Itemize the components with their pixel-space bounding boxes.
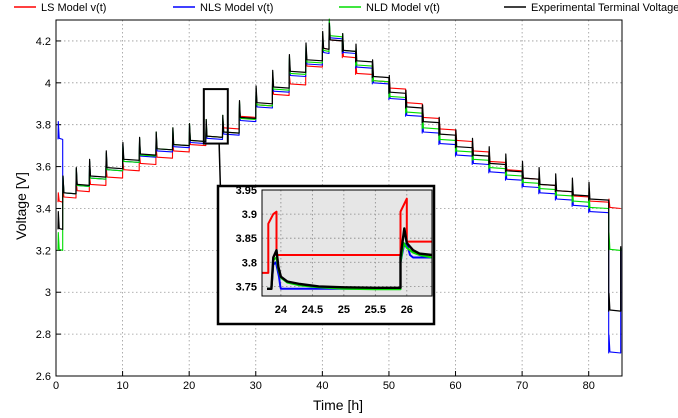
inset-y-tick-label: 3.95 <box>236 185 257 197</box>
inset-x-tick-label: 25 <box>338 304 350 316</box>
inset-x-tick-label: 24.5 <box>302 304 323 316</box>
chart-legend: LS Model v(t) NLS Model v(t) NLD Model v(t… <box>14 2 678 14</box>
inset-x-tick-label: 25.5 <box>365 304 386 316</box>
legend-label: NLD Model v(t) <box>366 2 440 14</box>
y-tick-label: 3.2 <box>36 245 51 257</box>
x-tick-label: 70 <box>516 380 528 392</box>
inset-y-tick-label: 3.75 <box>236 281 257 293</box>
y-tick-label: 2.8 <box>36 329 51 341</box>
inset-y-tick-label: 3.85 <box>236 233 257 245</box>
inset-x-tick-label: 24 <box>275 304 288 316</box>
inset-plot-frame <box>261 189 433 297</box>
zoom-box <box>202 88 229 145</box>
plot-frame <box>55 19 623 377</box>
inset-x-tick-label: 26 <box>401 304 413 316</box>
inset-card-frame <box>216 184 436 326</box>
x-tick-label: 0 <box>53 380 59 392</box>
x-tick-label: 30 <box>250 380 262 392</box>
y-tick-label: 2.6 <box>36 371 51 383</box>
inset-plot-area: 24 24.5 25 25.5 26 3.75 3.8 3.85 3.9 3.95 <box>216 184 436 326</box>
y-tick-label: 3.4 <box>36 203 51 215</box>
inset-y-tick-label: 3.9 <box>242 209 257 221</box>
x-tick-label: 20 <box>183 380 195 392</box>
series-line-experimental <box>57 22 622 312</box>
x-axis-label: Time [h] <box>313 397 363 413</box>
y-axis-label: Voltage [V] <box>13 172 29 240</box>
y-tick-label: 4.2 <box>36 36 51 48</box>
x-tick-label: 80 <box>583 380 595 392</box>
y-tick-label: 3.8 <box>36 120 51 132</box>
inset-y-tick-label: 3.8 <box>242 257 257 269</box>
inset-series-line-ls <box>262 197 432 274</box>
y-tick-label: 4 <box>45 78 51 90</box>
legend-label: NLS Model v(t) <box>200 2 273 14</box>
inset-series-line-experimental <box>267 227 433 290</box>
legend-label: LS Model v(t) <box>41 2 106 14</box>
x-tick-label: 10 <box>116 380 128 392</box>
y-tick-label: 3.6 <box>36 162 51 174</box>
x-tick-label: 40 <box>316 380 328 392</box>
legend-label: Experimental Terminal Voltage <box>531 2 678 14</box>
x-tick-label: 60 <box>449 380 461 392</box>
x-tick-label: 50 <box>383 380 395 392</box>
y-tick-label: 3 <box>45 287 51 299</box>
